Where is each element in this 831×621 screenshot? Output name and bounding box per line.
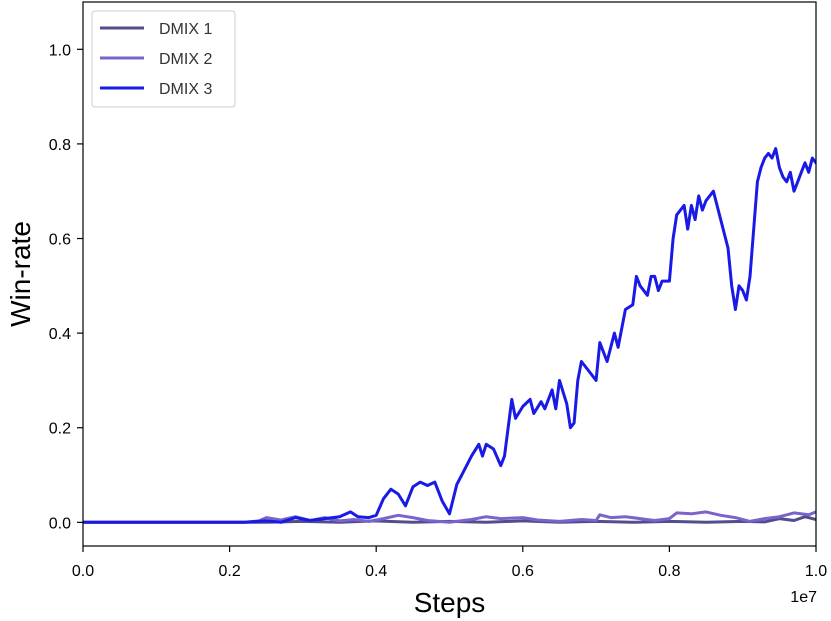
series-line-3 bbox=[83, 147, 816, 524]
x-tick-label: 0.6 bbox=[512, 563, 534, 580]
x-tick-label: 0.8 bbox=[658, 563, 680, 580]
x-axis: 0.0 0.2 0.4 0.6 0.8 1.0 bbox=[72, 546, 827, 580]
y-tick-label: 0.2 bbox=[49, 421, 71, 438]
legend-label-2: DMIX 2 bbox=[159, 51, 212, 68]
x-tick-label: 0.2 bbox=[218, 563, 240, 580]
y-tick-label: 0.6 bbox=[49, 232, 71, 249]
plot-lines bbox=[83, 147, 816, 524]
legend-label-3: DMIX 3 bbox=[159, 81, 212, 98]
legend-label-1: DMIX 1 bbox=[159, 21, 212, 38]
x-tick-label: 1.0 bbox=[805, 563, 827, 580]
y-axis: 0.0 0.2 0.4 0.6 0.8 1.0 bbox=[49, 42, 83, 532]
x-tick-label: 0.0 bbox=[72, 563, 94, 580]
x-axis-offset-label: 1e7 bbox=[790, 589, 817, 606]
series-line-1 bbox=[83, 515, 816, 524]
legend: DMIX 1 DMIX 2 DMIX 3 bbox=[91, 10, 236, 108]
y-axis-title: Win-rate bbox=[5, 221, 36, 327]
y-tick-label: 0.8 bbox=[49, 137, 71, 154]
y-tick-label: 0.4 bbox=[49, 326, 71, 343]
x-tick-label: 0.4 bbox=[365, 563, 387, 580]
y-tick-label: 0.0 bbox=[49, 515, 71, 532]
y-tick-label: 1.0 bbox=[49, 42, 71, 59]
x-axis-title: Steps bbox=[414, 587, 486, 618]
plot-frame bbox=[82, 1, 817, 547]
legend-box bbox=[91, 10, 236, 108]
